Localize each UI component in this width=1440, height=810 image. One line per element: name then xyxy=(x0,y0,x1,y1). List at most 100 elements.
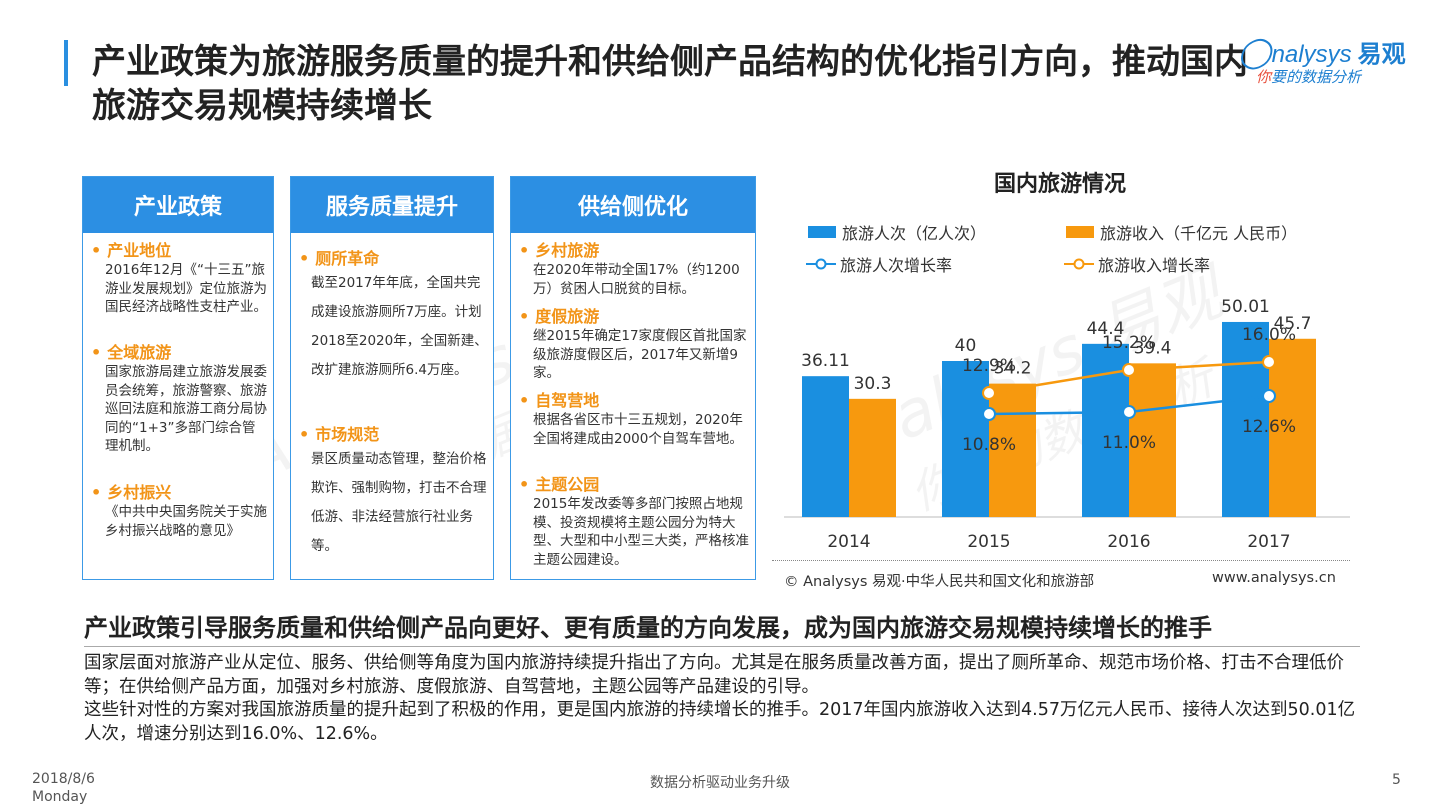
conclusion-text: 国家层面对旅游产业从定位、服务、供给侧等角度为国内旅游持续提升指出了方向。尤其是… xyxy=(84,652,1364,746)
bar xyxy=(849,398,896,517)
growth-point xyxy=(1122,363,1136,377)
item-title: • 厕所革命 xyxy=(299,249,380,268)
item-title: • 产业地位 xyxy=(91,241,172,260)
item-title: • 乡村旅游 xyxy=(519,241,600,260)
card-item: • 乡村振兴 《中共中央国务院关于实施乡村振兴战略的意见》 xyxy=(91,483,267,540)
bar-data-label: 39.4 xyxy=(1134,338,1172,358)
card-heading: 供给侧优化 xyxy=(511,177,755,233)
card-item: • 产业地位 2016年12月《“十三五”旅游业发展规划》定位旅游为国民经济战略性… xyxy=(91,241,267,317)
legend-line-swatch xyxy=(1064,258,1094,270)
item-text: 截至2017年年底，全国共完成建设旅游厕所7万座。计划2018至2020年，全国… xyxy=(311,275,488,378)
legend-swatch xyxy=(1066,226,1094,238)
chart-source: © Analysys 易观·中华人民共和国文化和旅游部 xyxy=(784,574,1095,590)
item-text: 在2020年带动全国17%（约1200万）贫困人口脱贫的目标。 xyxy=(533,262,740,297)
legend-line-swatch xyxy=(806,258,836,270)
growth-point xyxy=(1262,389,1276,403)
logo-brand-cn: 易观 xyxy=(1357,40,1406,68)
legend-label: 旅游收入增长率 xyxy=(1098,256,1211,275)
bar-data-label: 44.4 xyxy=(1087,319,1125,339)
growth-data-label: 12.6% xyxy=(1242,417,1296,437)
bar xyxy=(802,376,849,517)
bar-data-label: 30.3 xyxy=(854,374,892,394)
footer-date: 2018/8/6 Monday xyxy=(32,770,95,806)
conclusion-heading: 产业政策引导服务质量和供给侧产品向更好、更有质量的方向发展，成为国内旅游交易规模… xyxy=(84,614,1212,642)
card-item: • 市场规范 景区质量动态管理，整治价格欺诈、强制购物，打击不合理低游、非法经营旅… xyxy=(299,425,489,561)
bar-data-label: 50.01 xyxy=(1221,297,1270,317)
growth-point xyxy=(982,386,996,400)
bar-data-label: 34.2 xyxy=(994,359,1032,379)
item-text: 2015年发改委等多部门按照占地规模、投资规模将主题公园分为特大型、大型和中小型… xyxy=(533,496,749,568)
growth-point xyxy=(1262,355,1276,369)
card-item: • 主题公园 2015年发改委等多部门按照占地规模、投资规模将主题公园分为特大型、… xyxy=(519,475,751,569)
legend-label: 旅游人次增长率 xyxy=(840,256,953,275)
chart-title: 国内旅游情况 xyxy=(993,172,1126,197)
logo-tagline-rest: 要的数据分析 xyxy=(1271,68,1362,86)
growth-data-label: 12.9% xyxy=(962,356,1016,376)
page-number: 5 xyxy=(1392,772,1401,788)
item-text: 继2015年确定17家度假区首批国家级旅游度假区后，2017年又新增9家。 xyxy=(533,328,747,381)
card-item: • 度假旅游 继2015年确定17家度假区首批国家级旅游度假区后，2017年又新增… xyxy=(519,307,751,383)
item-text: 2016年12月《“十三五”旅游业发展规划》定位旅游为国民经济战略性支柱产业。 xyxy=(105,262,267,315)
logo-brand: ◯nalysys 易观 xyxy=(1238,36,1406,69)
footer-weekday: Monday xyxy=(32,789,88,805)
service-card: 服务质量提升 • 厕所革命 截至2017年年底，全国共完成建设旅游厕所7万座。计划… xyxy=(290,176,494,580)
growth-data-label: 16.0% xyxy=(1242,325,1296,345)
tourism-chart: 国内旅游情况 旅游人次（亿人次） 旅游收入（千亿元 人民币） 旅游人次增长率 旅… xyxy=(770,160,1370,600)
bar-data-label: 36.11 xyxy=(801,351,850,371)
x-tick-label: 2015 xyxy=(967,532,1010,552)
legend-item: 旅游人次增长率 xyxy=(806,252,952,276)
logo-brand-text: nalysys xyxy=(1271,41,1352,68)
title-accent-bar xyxy=(64,40,68,86)
supply-card: 供给侧优化 • 乡村旅游 在2020年带动全国17%（约1200万）贫困人口脱贫的… xyxy=(510,176,756,580)
bar xyxy=(1082,343,1129,517)
x-tick-label: 2016 xyxy=(1107,532,1150,552)
x-tick-label: 2017 xyxy=(1247,532,1290,552)
legend-item: 旅游收入（千亿元 人民币） xyxy=(1066,220,1297,244)
item-title: • 主题公园 xyxy=(519,475,600,494)
item-text: 根据各省区市十三五规划，2020年全国将建成由2000个自驾车营地。 xyxy=(533,412,743,447)
x-tick-label: 2014 xyxy=(827,532,870,552)
card-item: • 全域旅游 国家旅游局建立旅游发展委员会统筹，旅游警察、旅游巡回法庭和旅游工商分… xyxy=(91,343,267,456)
growth-point xyxy=(1122,405,1136,419)
legend-swatch xyxy=(808,226,836,238)
legend-item: 旅游收入增长率 xyxy=(1064,252,1210,276)
item-text: 国家旅游局建立旅游发展委员会统筹，旅游警察、旅游巡回法庭和旅游工商分局协同的“1… xyxy=(105,364,267,454)
legend-label: 旅游人次（亿人次） xyxy=(842,224,987,243)
page-title: 产业政策为旅游服务质量的提升和供给侧产品结构的优化指引方向，推动国内旅游交易规模… xyxy=(92,42,1248,126)
conclusion-paragraph: 这些针对性的方案对我国旅游质量的提升起到了积极的作用，更是国内旅游的持续增长的推… xyxy=(84,700,1356,744)
logo-tagline-highlight: 你 xyxy=(1256,68,1272,86)
bar-data-label: 40 xyxy=(955,336,977,356)
legend-label: 旅游收入（千亿元 人民币） xyxy=(1100,224,1298,243)
card-item: • 自驾营地 根据各省区市十三五规划，2020年全国将建成由2000个自驾车营地。 xyxy=(519,391,751,448)
item-title: • 乡村振兴 xyxy=(91,483,172,502)
item-text: 《中共中央国务院关于实施乡村振兴战略的意见》 xyxy=(105,504,267,539)
bar xyxy=(1129,363,1176,517)
card-heading: 产业政策 xyxy=(83,177,273,233)
item-text: 景区质量动态管理，整治价格欺诈、强制购物，打击不合理低游、非法经营旅行社业务等。 xyxy=(311,451,487,554)
chart-divider xyxy=(772,560,1350,561)
card-item: • 厕所革命 截至2017年年底，全国共完成建设旅游厕所7万座。计划2018至20… xyxy=(299,249,489,385)
conclusion-divider xyxy=(84,646,1360,647)
bar xyxy=(1269,338,1316,517)
chart-url: www.analysys.cn xyxy=(1212,570,1336,586)
growth-data-label: 10.8% xyxy=(962,435,1016,455)
item-title: • 市场规范 xyxy=(299,425,380,444)
footer-slogan: 数据分析驱动业务升级 xyxy=(650,775,790,791)
item-title: • 全域旅游 xyxy=(91,343,172,362)
footer-date-value: 2018/8/6 xyxy=(32,771,95,787)
policy-card: 产业政策 • 产业地位 2016年12月《“十三五”旅游业发展规划》定位旅游为国民… xyxy=(82,176,274,580)
conclusion-paragraph: 国家层面对旅游产业从定位、服务、供给侧等角度为国内旅游持续提升指出了方向。尤其是… xyxy=(84,653,1344,697)
bar xyxy=(989,383,1036,517)
bar-data-label: 45.7 xyxy=(1274,314,1312,334)
item-title: • 自驾营地 xyxy=(519,391,600,410)
analysys-logo: ◯nalysys 易观 你要的数据分析 xyxy=(1238,34,1418,94)
growth-data-label: 15.2% xyxy=(1102,333,1156,353)
bar xyxy=(942,361,989,517)
item-title: • 度假旅游 xyxy=(519,307,600,326)
card-item: • 乡村旅游 在2020年带动全国17%（约1200万）贫困人口脱贫的目标。 xyxy=(519,241,751,298)
growth-point xyxy=(982,407,996,421)
logo-tagline: 你要的数据分析 xyxy=(1256,66,1361,87)
growth-data-label: 11.0% xyxy=(1102,433,1156,453)
bar xyxy=(1222,321,1269,517)
